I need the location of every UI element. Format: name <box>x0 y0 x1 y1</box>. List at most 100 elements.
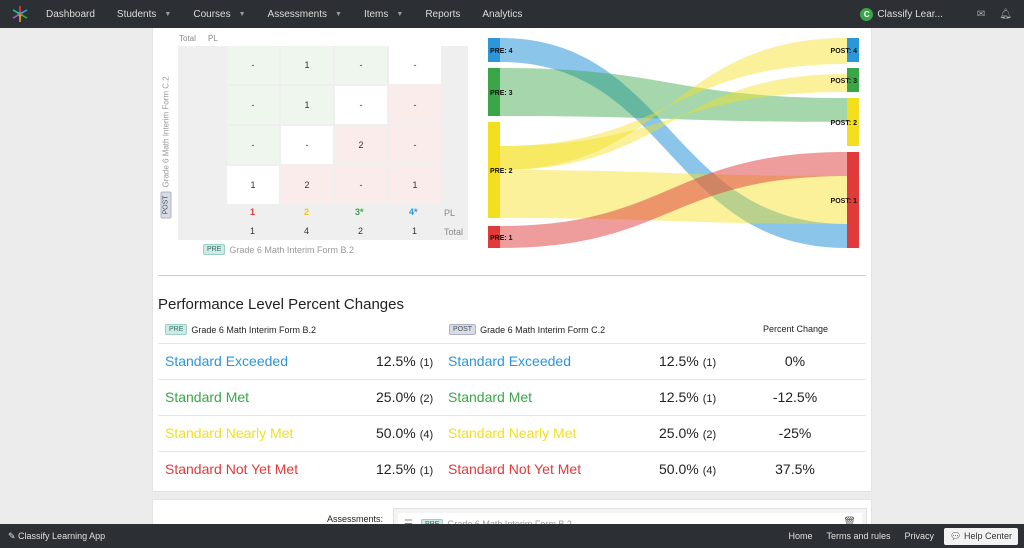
pre-node-label: PRE: 2 <box>490 168 513 175</box>
nav-items[interactable]: Items ▼ <box>363 8 404 20</box>
nav-analytics[interactable]: Analytics <box>482 8 523 20</box>
mail-icon[interactable]: ✉ <box>976 8 986 20</box>
post-level: Standard Exceeded <box>448 353 571 369</box>
matrix-cell: - <box>335 166 387 204</box>
post-level: Standard Not Yet Met <box>448 461 582 477</box>
matrix-cell: - <box>227 126 279 164</box>
col-pl: 3* <box>355 207 364 217</box>
matrix-cell: - <box>227 46 279 84</box>
percent-change: 0% <box>784 353 806 369</box>
total-header: Total <box>179 34 196 43</box>
pre-percent: 12.5% (1) <box>376 353 433 369</box>
org-avatar[interactable]: C <box>860 7 874 21</box>
post-node-2[interactable] <box>847 98 859 146</box>
col-total: 1 <box>250 226 256 236</box>
chevron-down-icon: ▼ <box>335 10 342 18</box>
flow-pre4-post1 <box>500 38 847 248</box>
post-form-label: Grade 6 Math Interim Form C.2 <box>161 76 171 188</box>
col-pl: 1 <box>250 207 256 217</box>
col-total: 1 <box>412 226 418 236</box>
post-pct-value: 12.5% <box>659 389 699 405</box>
pre-axis-label: PRE Grade 6 Math Interim Form B.2 <box>203 244 354 255</box>
post-count: (2) <box>702 429 717 441</box>
pre-node-4[interactable] <box>488 38 500 62</box>
post-node-3[interactable] <box>847 68 859 92</box>
post-node-4[interactable] <box>847 38 859 62</box>
post-count: (1) <box>702 357 717 369</box>
col-pl: 2 <box>304 207 310 217</box>
flow-pre2-post4 <box>500 38 847 170</box>
org-name[interactable]: Classify Lear... <box>877 8 943 20</box>
post-pct-value: 12.5% <box>659 353 699 369</box>
post-node-label: POST: 2 <box>831 120 858 127</box>
nav-assessments[interactable]: Assessments ▼ <box>267 8 342 20</box>
percent-change-header: Percent Change <box>763 324 829 334</box>
pre-node-label: PRE: 3 <box>490 90 513 97</box>
pl-header: PL <box>208 34 218 43</box>
pre-pct-value: 12.5% <box>376 353 416 369</box>
nav-courses[interactable]: Courses ▼ <box>193 8 246 20</box>
section-title: Performance Level Percent Changes <box>158 296 404 313</box>
matrix-cell: - <box>335 86 387 124</box>
pre-node-1[interactable] <box>488 226 500 248</box>
nav-students[interactable]: Students ▼ <box>116 8 172 20</box>
table-row: Standard Exceeded 12.5% (1) Standard Exce… <box>158 343 866 379</box>
matrix-cell: - <box>281 126 333 164</box>
post-pct-value: 50.0% <box>659 461 699 477</box>
nav-reports[interactable]: Reports <box>425 8 461 20</box>
pre-level: Standard Not Yet Met <box>165 461 299 477</box>
chevron-down-icon: ▼ <box>164 10 172 18</box>
post-percent: 50.0% (4) <box>659 461 716 477</box>
pre-pct-value: 25.0% <box>376 389 416 405</box>
col-total: 4 <box>304 226 310 236</box>
footer-home-link[interactable]: Home <box>788 531 813 541</box>
percent-change: 37.5% <box>775 461 815 477</box>
pre-node-2[interactable] <box>488 122 500 218</box>
top-navbar: Dashboard Students ▼ Courses ▼ Assessments… <box>0 0 1024 28</box>
matrix-cell: - <box>227 86 279 124</box>
pl-side-label: PL <box>444 208 456 218</box>
pre-percent: 25.0% (2) <box>376 389 433 405</box>
matrix-cell: 1 <box>281 86 333 124</box>
matrix-cell: 1 <box>389 166 441 204</box>
pre-pct-value: 12.5% <box>376 461 416 477</box>
post-node-label: POST: 3 <box>831 78 858 85</box>
pre-count: (4) <box>419 429 434 441</box>
pre-count: (1) <box>419 465 434 477</box>
post-count: (1) <box>702 393 717 405</box>
total-side-label: Total <box>444 227 464 237</box>
table-row: Standard Nearly Met 50.0% (4) Standard Ne… <box>158 415 866 451</box>
trash-icon[interactable]: 🗑︎ <box>843 517 856 528</box>
help-center-button[interactable]: 💬︎ Help Center <box>944 527 1018 545</box>
percent-change: -25% <box>778 425 812 441</box>
post-axis-label: POST Grade 6 Math Interim Form C.2 <box>160 69 172 219</box>
post-node-1[interactable] <box>847 152 859 248</box>
pre-node-label: PRE: 1 <box>490 235 513 242</box>
pre-node-3[interactable] <box>488 68 500 116</box>
sankey-diagram: PRE: 4 PRE: 3 PRE: 2 PRE: 1 POST: 4 POST… <box>488 38 859 248</box>
matrix-cell: 1 <box>281 46 333 84</box>
pre-node-label: PRE: 4 <box>490 48 513 55</box>
post-tag: POST <box>449 324 477 335</box>
matrix-cell: 2 <box>335 126 387 164</box>
nav-dashboard[interactable]: Dashboard <box>46 8 95 20</box>
pre-tag: PRE <box>165 324 188 335</box>
help-center-label: Help Center <box>963 530 1012 541</box>
footer-privacy-link[interactable]: Privacy <box>904 531 935 541</box>
section-divider <box>158 275 866 276</box>
col-pl: 4* <box>409 207 418 217</box>
matrix-cell: - <box>389 86 441 124</box>
pre-form-label: Grade 6 Math Interim Form B.2 <box>229 244 354 255</box>
app-logo[interactable] <box>8 2 32 26</box>
post-percent: 12.5% (1) <box>659 353 716 369</box>
pre-column-header: PRE Grade 6 Math Interim Form B.2 <box>165 324 316 335</box>
pre-level: Standard Exceeded <box>165 353 288 369</box>
footer-terms-link[interactable]: Terms and rules <box>826 531 891 541</box>
bell-icon[interactable]: 🔔︎ <box>999 8 1012 20</box>
table-row: Standard Not Yet Met 12.5% (1) Standard N… <box>158 451 866 487</box>
footer-app-link[interactable]: ✎ Classify Learning App <box>8 530 106 541</box>
matrix-cell: - <box>335 46 387 84</box>
matrix-cell: 1 <box>227 166 279 204</box>
post-level: Standard Met <box>448 389 533 405</box>
chevron-down-icon: ▼ <box>396 10 404 18</box>
